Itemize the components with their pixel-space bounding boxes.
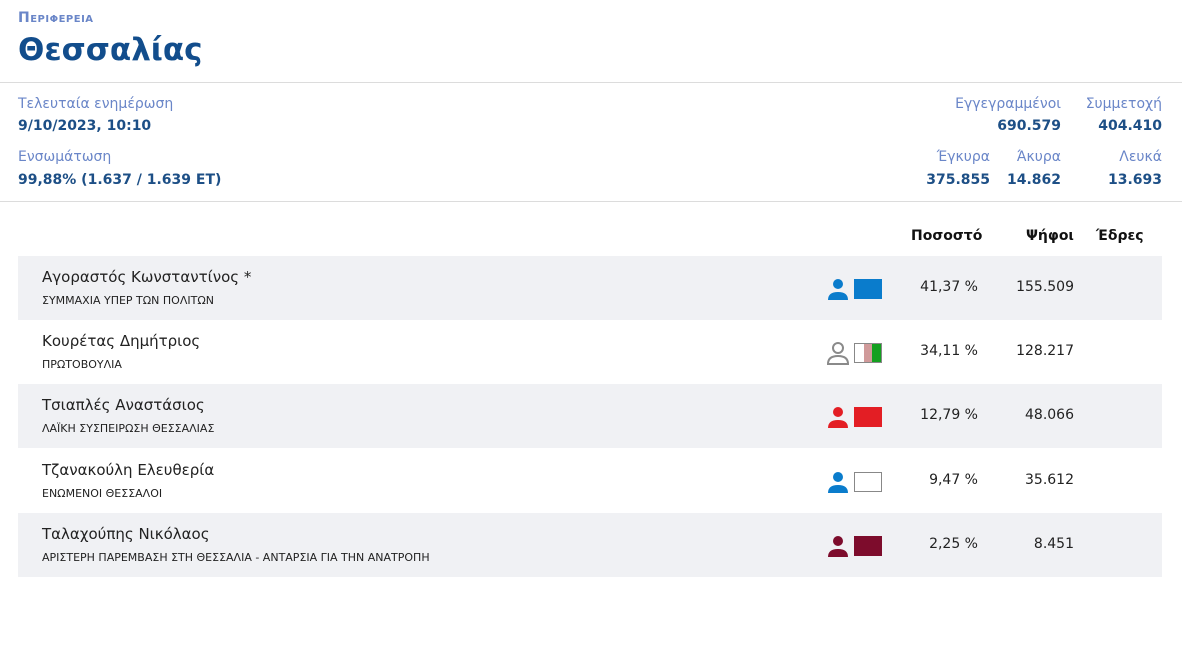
party-color-swatch [854, 343, 882, 363]
invalid-value: 14.862 [1006, 172, 1061, 188]
candidate-name: Αγοραστός Κωνσταντίνος * [42, 268, 252, 286]
votes-value: 128.217 [1016, 343, 1074, 359]
party-name: ΕΝΩΜΕΝΟΙ ΘΕΣΣΑΛΟΙ [42, 487, 163, 500]
divider [0, 201, 1182, 202]
candidate-name: Τσιαπλές Αναστάσιος [42, 396, 205, 414]
votes-value: 155.509 [1016, 279, 1074, 295]
person-outline-icon [826, 342, 850, 365]
percent-value: 12,79 % [920, 407, 978, 423]
table-row[interactable]: Ταλαχούπης Νικόλαος ΑΡΙΣΤΕΡΗ ΠΑΡΕΜΒΑΣΗ Σ… [18, 513, 1162, 577]
votes-value: 35.612 [1025, 472, 1074, 488]
percent-value: 34,11 % [920, 343, 978, 359]
party-color-swatch [854, 407, 882, 427]
party-name: ΣΥΜΜΑΧΙΑ ΥΠΕΡ ΤΩΝ ΠΟΛΙΤΩΝ [42, 294, 214, 307]
turnout-label: Συμμετοχή [1085, 96, 1162, 112]
table-row[interactable]: Κουρέτας Δημήτριος ΠΡΩΤΟΒΟΥΛΙΑ 34,11 % 1… [18, 320, 1162, 384]
turnout-value: 404.410 [1098, 118, 1162, 134]
percent-value: 2,25 % [929, 536, 978, 552]
percent-value: 41,37 % [920, 279, 978, 295]
votes-value: 48.066 [1025, 407, 1074, 423]
last-update-label: Τελευταία ενημέρωση [18, 96, 174, 112]
candidate-name: Κουρέτας Δημήτριος [42, 332, 201, 350]
table-row[interactable]: Αγοραστός Κωνσταντίνος * ΣΥΜΜΑΧΙΑ ΥΠΕΡ Τ… [18, 256, 1162, 320]
votes-value: 8.451 [1033, 536, 1074, 552]
person-filled-icon [828, 279, 848, 300]
page-title: Θεσσαλίας [18, 32, 203, 68]
candidate-name: Τζανακούλη Ελευθερία [42, 461, 215, 479]
party-name: ΛΑΪΚΗ ΣΥΣΠΕΙΡΩΣΗ ΘΕΣΣΑΛΙΑΣ [42, 422, 215, 435]
invalid-label: Άκυρα [1016, 149, 1061, 165]
integration-value: 99,88% (1.637 / 1.639 ΕΤ) [18, 172, 222, 188]
party-color-swatch [854, 279, 882, 299]
table-row[interactable]: Τσιαπλές Αναστάσιος ΛΑΪΚΗ ΣΥΣΠΕΙΡΩΣΗ ΘΕΣ… [18, 384, 1162, 448]
registered-value: 690.579 [997, 118, 1061, 134]
header-seats: Έδρες [1096, 228, 1144, 244]
percent-value: 9,47 % [929, 472, 978, 488]
person-filled-icon [828, 536, 848, 557]
integration-label: Ενσωμάτωση [18, 149, 112, 165]
party-color-swatch [854, 472, 882, 492]
party-name: ΠΡΩΤΟΒΟΥΛΙΑ [42, 358, 122, 371]
blank-value: 13.693 [1107, 172, 1162, 188]
person-filled-icon [828, 407, 848, 428]
valid-value: 375.855 [926, 172, 990, 188]
person-filled-icon [828, 472, 848, 493]
candidate-name: Ταλαχούπης Νικόλαος [42, 525, 210, 543]
divider [0, 82, 1182, 83]
last-update-value: 9/10/2023, 10:10 [18, 118, 152, 134]
region-label: Περιφερεια [18, 10, 94, 26]
valid-label: Έγκυρα [936, 149, 990, 165]
party-color-swatch [854, 536, 882, 556]
header-votes: Ψήφοι [1026, 228, 1074, 244]
registered-label: Εγγεγραμμένοι [955, 96, 1061, 112]
party-name: ΑΡΙΣΤΕΡΗ ΠΑΡΕΜΒΑΣΗ ΣΤΗ ΘΕΣΣΑΛΙΑ - ΑΝΤΑΡΣ… [42, 551, 430, 564]
table-row[interactable]: Τζανακούλη Ελευθερία ΕΝΩΜΕΝΟΙ ΘΕΣΣΑΛΟΙ 9… [18, 449, 1162, 513]
blank-label: Λευκά [1119, 149, 1162, 165]
header-percent: Ποσοστό [911, 228, 983, 244]
